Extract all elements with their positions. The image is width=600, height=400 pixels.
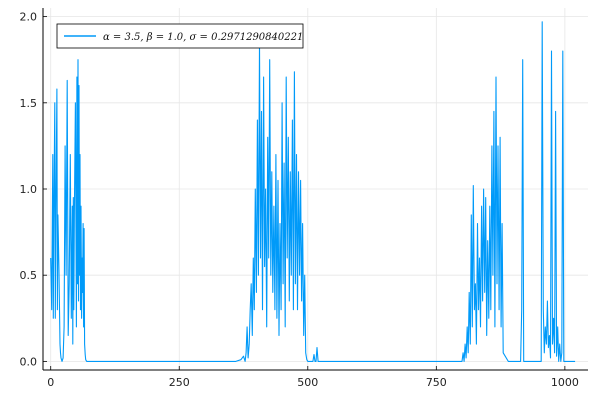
legend: α = 3.5, β = 1.0, σ = 0.2971290840221: [56, 23, 304, 49]
x-tick-label: 500: [297, 376, 318, 389]
y-tick-label: 1.5: [20, 97, 38, 110]
x-tick-label: 1000: [551, 376, 579, 389]
y-tick-label: 1.0: [20, 183, 38, 196]
legend-entry-label: α = 3.5, β = 1.0, σ = 0.2971290840221: [103, 32, 303, 43]
y-axis: 0.0 0.5 1.0 1.5 2.0: [20, 8, 47, 370]
y-tick-label: 2.0: [20, 11, 38, 24]
grid-lines: [43, 8, 588, 370]
x-tick-label: 0: [47, 376, 54, 389]
x-tick-label: 750: [426, 376, 447, 389]
y-tick-label: 0.5: [20, 269, 38, 282]
x-axis: 0 250 500 750 1000: [43, 366, 588, 389]
series-line-0: [50, 21, 576, 362]
x-tick-label: 250: [169, 376, 190, 389]
series-group: [50, 21, 576, 362]
legend-box: [56, 23, 304, 49]
y-tick-label: 0.0: [20, 355, 38, 368]
